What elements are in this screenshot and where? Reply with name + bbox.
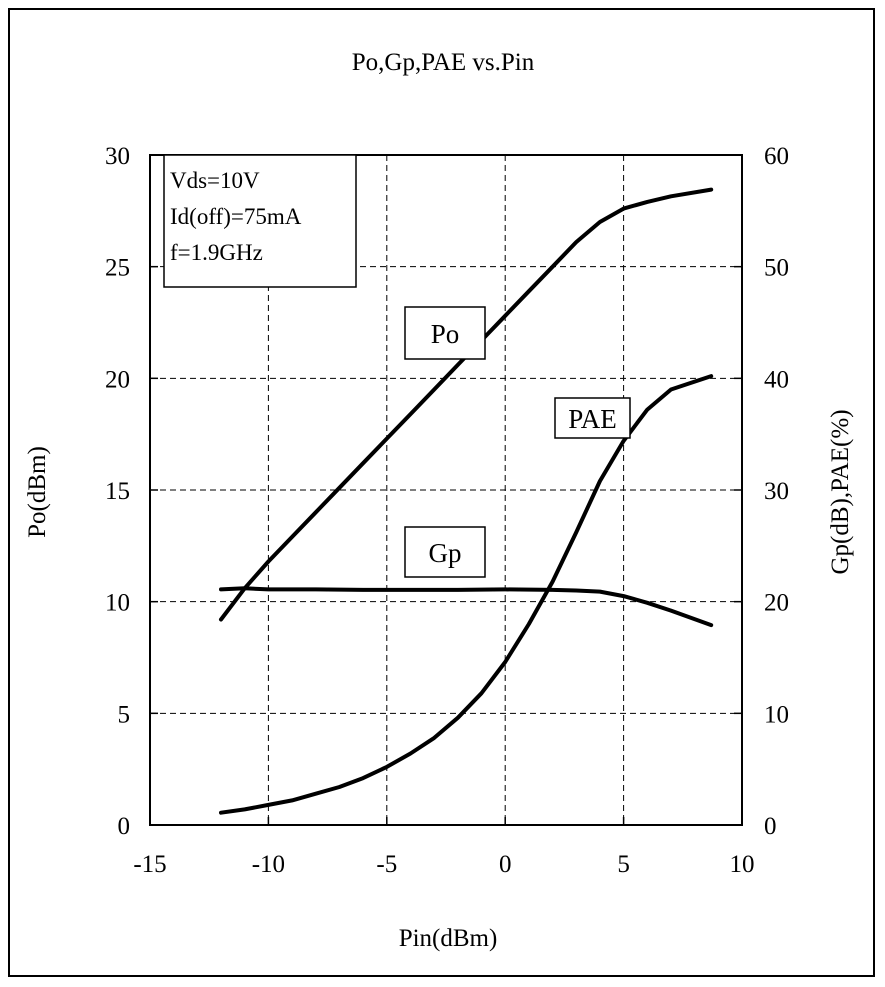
- x-tick-label: -15: [133, 851, 166, 878]
- y-tick-label: 5: [118, 701, 131, 728]
- y2-tick-label: 10: [764, 701, 789, 728]
- series-label-text: PAE: [568, 404, 617, 434]
- y-tick-label: 25: [105, 255, 130, 282]
- y2-tick-label: 30: [764, 478, 789, 505]
- y-tick-label: 15: [105, 478, 130, 505]
- conditions-box-border: [163, 154, 357, 288]
- series-label-box: [554, 397, 631, 439]
- chart-frame: [8, 8, 875, 977]
- series-label-text: Gp: [429, 538, 462, 568]
- y2-tick-label: 40: [764, 366, 789, 393]
- data-series: [219, 187, 714, 815]
- series-label-pae: PAE: [554, 397, 631, 439]
- series-labels: Po PAE Gp: [404, 306, 631, 578]
- x-tick-label: 0: [499, 851, 512, 878]
- y-tick-label: 10: [105, 590, 130, 617]
- series-label-po: Po: [404, 306, 486, 360]
- axis-ticks: -15 -10 -5 0 5 10 0 5 10 15 20 25 30 0 10 20 30 40 50 60: [105, 143, 789, 878]
- x-tick-label: -10: [252, 851, 285, 878]
- chart-title: Po,Gp,PAE vs.Pin: [352, 49, 535, 76]
- series-line-po: [219, 187, 714, 622]
- series-label-text: Po: [431, 319, 460, 349]
- y2-tick-label: 20: [764, 590, 789, 617]
- conditions-box: Vds=10V Id(off)=75mA f=1.9GHz: [163, 154, 357, 288]
- series-label-gp: Gp: [404, 526, 486, 578]
- x-axis-label: Pin(dBm): [399, 925, 498, 952]
- condition-text: f=1.9GHz: [170, 240, 263, 265]
- y-tick-label: 0: [118, 813, 131, 840]
- y2-tick-label: 50: [764, 255, 789, 282]
- series-label-box: [404, 306, 486, 360]
- x-tick-label: -5: [376, 851, 397, 878]
- condition-text: Vds=10V: [170, 168, 260, 193]
- x-tick-label: 10: [730, 851, 755, 878]
- y-axis-label: Po(dBm): [24, 446, 51, 538]
- series-line-pae: [219, 374, 714, 815]
- y-tick-label: 20: [105, 366, 130, 393]
- series-line-gp: [219, 586, 714, 628]
- x-tick-label: 5: [617, 851, 630, 878]
- y2-tick-label: 0: [764, 813, 777, 840]
- series-label-box: [404, 526, 486, 578]
- y2-tick-label: 60: [764, 143, 789, 170]
- y2-axis-label: Gp(dB),PAE(%): [827, 409, 854, 574]
- y-tick-label: 30: [105, 143, 130, 170]
- condition-text: Id(off)=75mA: [170, 204, 302, 229]
